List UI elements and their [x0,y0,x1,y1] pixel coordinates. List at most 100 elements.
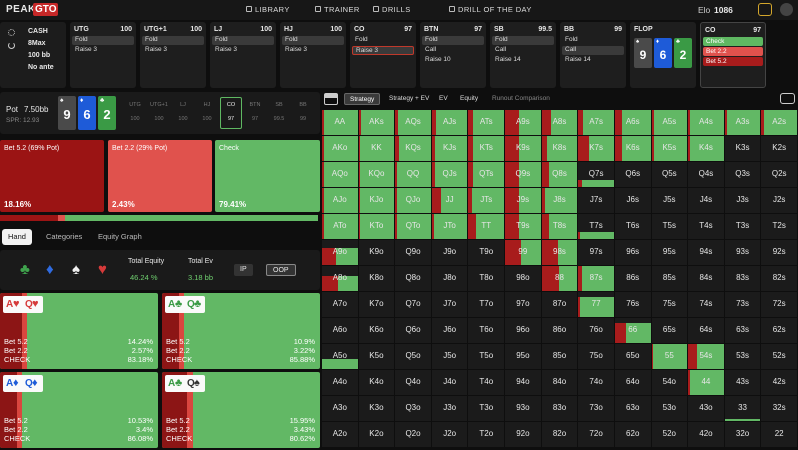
position-card[interactable]: CO 97 Fold Raise 3 [350,22,416,88]
hand-cell[interactable]: T5s [651,214,688,239]
hand-cell[interactable]: J5o [431,344,468,369]
suit-filter[interactable]: ♠ [72,261,80,278]
position-card[interactable]: BB 99 Fold Call Raise 14 [560,22,626,88]
hand-cell[interactable]: AA [322,110,358,135]
hand-cell[interactable]: Q2s [761,162,797,187]
hand-cell[interactable]: 84o [541,370,578,395]
tab[interactable]: Hand [2,229,32,245]
hand-cell[interactable]: 75s [651,292,688,317]
range-toggle-icon[interactable] [324,93,338,105]
hand-cell[interactable]: TT [468,214,505,239]
hand-cell[interactable]: 92o [505,422,541,447]
hand-cell[interactable]: 75o [578,344,614,369]
hand-cell[interactable]: 85s [651,266,688,291]
hand-cell[interactable]: 82o [541,422,578,447]
hand-cell[interactable]: 87o [541,292,578,317]
hand-cell[interactable]: AKo [322,136,358,161]
position-card[interactable]: HJ 100 Fold Raise 3 [280,22,346,88]
action-option[interactable]: Call [425,46,437,53]
hand-cell[interactable]: 43o [688,396,724,421]
hand-cell[interactable]: JTs [468,188,505,213]
position-card[interactable]: UTG 100 Fold Raise 3 [70,22,136,88]
hand-cell[interactable]: Q9s [505,162,541,187]
hand-cell[interactable]: 76o [578,318,614,343]
hand-cell[interactable]: J4s [688,188,724,213]
action-option[interactable]: Raise 3 [145,46,168,53]
hand-cell[interactable]: K3s [724,136,761,161]
hand-cell[interactable]: 33 [724,396,761,421]
hand-cell[interactable]: 53s [724,344,761,369]
hand-cell[interactable]: A7o [322,292,358,317]
hand-cell[interactable]: 63o [614,396,651,421]
view-tab[interactable]: Strategy + EV [389,95,430,102]
hand-cell[interactable]: 55 [651,344,688,369]
hand-cell[interactable]: Q6o [395,318,431,343]
hand-cell[interactable]: T2o [468,422,505,447]
hand-cell[interactable]: J8o [431,266,468,291]
hand-cell[interactable]: KK [358,136,395,161]
hand-cell[interactable]: 63s [724,318,761,343]
hand-cell[interactable]: 98s [541,240,578,265]
action-option[interactable]: Fold [142,36,204,45]
tab[interactable]: Equity Graph [98,232,142,241]
hand-cell[interactable]: Q8o [395,266,431,291]
hand-cell[interactable]: JJ [431,188,468,213]
hand-cell[interactable]: A6s [614,110,651,135]
action-option[interactable]: Fold [422,36,484,45]
suit-filter[interactable]: ♥ [98,261,107,278]
hand-cell[interactable]: T6o [468,318,505,343]
action-option[interactable]: Check [703,37,763,46]
action-option[interactable]: Fold [212,36,274,45]
action-option[interactable]: Call [562,46,624,55]
hand-cell[interactable]: KQs [395,136,431,161]
hand-cell[interactable]: T8s [541,214,578,239]
hand-cell[interactable]: 86s [614,266,651,291]
hand-cell[interactable]: QTs [468,162,505,187]
hand-cell[interactable]: K2s [761,136,797,161]
strategy-block[interactable]: Bet 5.2 (69% Pot) 18.16% [0,140,104,212]
hand-cell[interactable]: T7s [578,214,614,239]
hand-cell[interactable]: 94o [505,370,541,395]
hand-cell[interactable]: ATs [468,110,505,135]
action-option[interactable]: Fold [492,36,554,45]
hand-cell[interactable]: 87s [578,266,614,291]
hand-cell[interactable]: 72s [761,292,797,317]
hand-cell[interactable]: Q7o [395,292,431,317]
hand-cell[interactable]: T6s [614,214,651,239]
hand-cell[interactable]: KQo [358,162,395,187]
strategy-block[interactable]: Check 79.41% [215,140,320,212]
nav-item[interactable]: LIBRARY [255,5,290,14]
hand-cell[interactable]: J9o [431,240,468,265]
hand-cell[interactable]: AQs [395,110,431,135]
hand-cell[interactable]: Q3o [395,396,431,421]
hand-cell[interactable]: K7s [578,136,614,161]
hand-cell[interactable]: 95o [505,344,541,369]
hand-cell[interactable]: A5o [322,344,358,369]
nav-item[interactable]: DRILLS [382,5,411,14]
hand-cell[interactable]: 96s [614,240,651,265]
hand-cell[interactable]: 94s [688,240,724,265]
action-option[interactable]: Raise 14 [495,56,521,63]
position-card[interactable]: LJ 100 Fold Raise 3 [210,22,276,88]
chat-icon[interactable] [758,3,772,16]
hand-cell[interactable]: 77 [578,292,614,317]
hand-cell[interactable]: 44 [688,370,724,395]
hand-cell[interactable]: T8o [468,266,505,291]
hand-cell[interactable]: 97s [578,240,614,265]
hand-cell[interactable]: 43s [724,370,761,395]
hand-cell[interactable]: KJs [431,136,468,161]
hand-cell[interactable]: Q4s [688,162,724,187]
nav-item[interactable]: TRAINER [324,5,360,14]
hand-cell[interactable]: K6s [614,136,651,161]
hand-cell[interactable]: 72o [578,422,614,447]
hand-cell[interactable]: 52o [651,422,688,447]
hand-cell[interactable]: J2s [761,188,797,213]
hand-cell[interactable]: 73s [724,292,761,317]
hand-cell[interactable]: A4o [322,370,358,395]
hand-cell[interactable]: Q5s [651,162,688,187]
hand-cell[interactable]: KTo [358,214,395,239]
hand-cell[interactable]: 84s [688,266,724,291]
hand-cell[interactable]: 65s [651,318,688,343]
nav-item[interactable]: DRILL OF THE DAY [458,5,532,14]
hand-cell[interactable]: T4o [468,370,505,395]
